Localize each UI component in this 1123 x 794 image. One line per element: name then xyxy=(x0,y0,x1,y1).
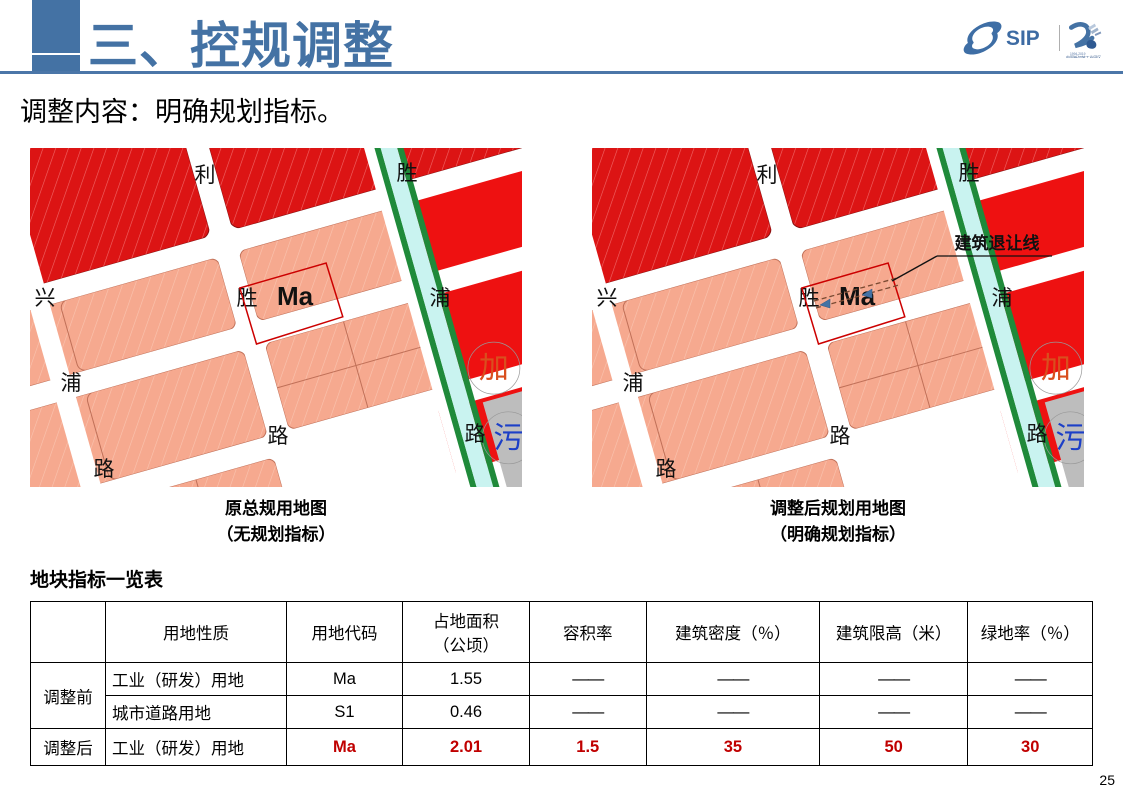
svg-text:加: 加 xyxy=(1041,352,1071,385)
svg-text:路: 路 xyxy=(94,458,115,481)
svg-text:浦: 浦 xyxy=(992,287,1013,310)
svg-text:污: 污 xyxy=(493,422,522,455)
svg-text:路: 路 xyxy=(830,425,851,448)
svg-text:路: 路 xyxy=(1027,423,1048,446)
svg-text:加: 加 xyxy=(479,352,509,385)
svg-text:浦: 浦 xyxy=(430,287,451,310)
svg-text:路: 路 xyxy=(656,458,677,481)
svg-text:浦: 浦 xyxy=(61,372,82,395)
svg-text:浦: 浦 xyxy=(623,372,644,395)
svg-text:污: 污 xyxy=(1055,422,1084,455)
svg-text:胜: 胜 xyxy=(397,162,418,185)
svg-text:胜: 胜 xyxy=(959,162,980,185)
svg-text:兴: 兴 xyxy=(35,287,56,310)
svg-text:利: 利 xyxy=(195,164,216,187)
svg-text:中国新加坡工业园区: 中国新加坡工业园区 xyxy=(1066,55,1101,58)
svg-text:SIP: SIP xyxy=(1006,27,1040,50)
svg-text:Ma: Ma xyxy=(277,281,314,311)
svg-text:胜: 胜 xyxy=(799,287,820,310)
svg-text:利: 利 xyxy=(757,164,778,187)
svg-text:兴: 兴 xyxy=(597,287,618,310)
svg-text:胜: 胜 xyxy=(237,287,258,310)
svg-text:建筑退让线: 建筑退让线 xyxy=(955,233,1040,253)
svg-text:路: 路 xyxy=(268,425,289,448)
svg-text:路: 路 xyxy=(465,423,486,446)
